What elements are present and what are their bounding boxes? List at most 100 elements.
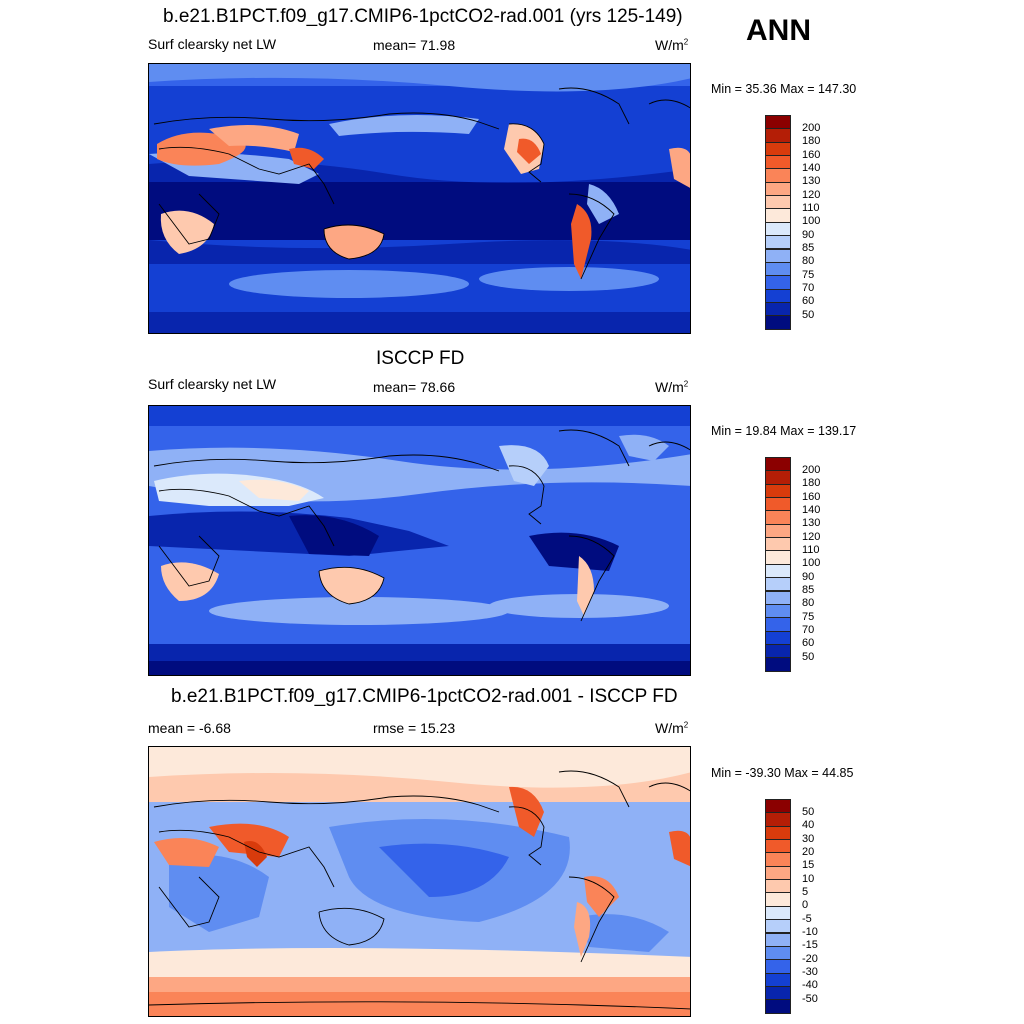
colorbar-3-swatch [765,799,791,814]
panel-3-minmax: Min = -39.30 Max = 44.85 [711,766,854,780]
colorbar-3-tick-label: -50 [802,992,818,1005]
colorbar-3-swatch [765,839,791,854]
colorbar-2-tick-label: 100 [802,557,821,570]
colorbar-2-tick-label: 60 [802,637,815,650]
colorbar-1-tick-label: 70 [802,282,815,295]
colorbar-2-swatch [765,617,791,632]
colorbar-3-swatch [765,865,791,881]
panel-2-units: W/m2 [655,379,689,395]
colorbar-2-swatch [765,643,791,659]
colorbar-3-tick-label: -30 [802,966,818,979]
colorbar-3-tick-label: 40 [802,819,815,832]
colorbar-2-tick-label: 200 [802,463,821,476]
colorbar-3-tick-label: -15 [802,939,818,952]
colorbar-2-tick-label: 80 [802,597,815,610]
colorbar-1-swatch [765,208,791,223]
colorbar-1-tick-label: 75 [802,268,815,281]
colorbar-3-swatch [765,985,791,1001]
colorbar-3-swatch [765,932,791,947]
colorbar-3-tick-label: 50 [802,805,815,818]
colorbar-3-tick-label: 30 [802,832,815,845]
colorbar-3-tick-label: 5 [802,885,809,898]
panel-1-variable-label: Surf clearsky net LW [148,36,277,52]
colorbar-1-tick-label: 120 [802,188,821,201]
colorbar-1-tick-label: 130 [802,175,821,188]
colorbar-3-swatch [765,892,791,907]
colorbar-1-tick-label: 110 [802,201,820,214]
colorbar-3-tick-label: 10 [802,872,815,885]
colorbar-1-swatch [765,155,791,170]
panel-3-units: W/m2 [655,720,689,736]
panel-2-mean-label: mean= 78.66 [373,379,456,395]
colorbar-2-tick-label: 85 [802,584,815,596]
colorbar-1-swatch [765,195,791,210]
colorbar-2-swatch [765,657,791,672]
colorbar-2-swatch [765,590,791,605]
colorbar-1-swatch [765,288,791,303]
colorbar-1-swatch [765,275,791,290]
colorbar-1-tick-label: 100 [802,215,821,228]
colorbar-3-tick-label: -5 [802,912,812,925]
colorbar-1-tick-label: 180 [802,135,821,148]
panel-2-minmax: Min = 19.84 Max = 139.17 [711,424,857,438]
panel-1-map [148,63,691,334]
colorbar-1-tick-label: 200 [802,121,821,134]
colorbar-2-swatch [765,563,791,579]
colorbar-1-swatch [765,141,791,157]
colorbar-3-swatch [765,919,791,934]
colorbar-2-swatch [765,510,791,525]
colorbar-2-swatch [765,483,791,499]
colorbar-2-swatch [765,457,791,472]
colorbar-3-tick-label: 15 [802,859,815,872]
colorbar-2-tick-label: 75 [802,610,815,623]
colorbar-3-tick-label: 0 [802,899,809,912]
colorbar-1-swatch [765,115,791,130]
colorbar-1-swatch [765,168,791,183]
colorbar-1-swatch [765,301,791,317]
colorbar-3-tick-label: 20 [802,845,815,858]
panel-3-mean-label: mean = -6.68 [148,720,231,736]
colorbar-2-tick-label: 160 [802,490,821,503]
colorbar-2-swatch [765,577,791,592]
colorbar-3-swatch [765,825,791,841]
colorbar-3-swatch [765,852,791,867]
colorbar-2-swatch [765,470,791,485]
panel-2-map [148,405,691,676]
colorbar-3-swatch [765,905,791,921]
colorbar-3-tick-label: -40 [802,979,818,992]
colorbar-1-tick-label: 85 [802,242,815,254]
colorbar-3-swatch [765,999,791,1014]
colorbar-2-tick-label: 90 [802,570,815,583]
colorbar-2-swatch [765,630,791,645]
panel-1-mean-label: mean= 71.98 [373,37,456,53]
panel-3-title: b.e21.B1PCT.f09_g17.CMIP6-1pctCO2-rad.00… [171,686,678,707]
colorbar-1-tick-label: 50 [802,308,815,321]
colorbar-1-tick-label: 140 [802,161,821,174]
colorbar-1-tick-label: 90 [802,228,815,241]
colorbar-2-tick-label: 130 [802,517,821,530]
colorbar-2-swatch [765,603,791,619]
colorbar-1-tick-label: 80 [802,255,815,268]
colorbar-1-tick-label: 60 [802,295,815,308]
colorbar-1-swatch [765,128,791,143]
panel-1-units: W/m2 [655,37,689,53]
panel-2-title: ISCCP FD [376,348,465,369]
colorbar-3-tick-label: -10 [802,926,818,938]
colorbar-1-swatch [765,248,791,263]
colorbar-2-swatch [765,550,791,565]
colorbar-3-swatch [765,972,791,987]
colorbar-1-swatch [765,315,791,330]
colorbar-3-tick-label: -20 [802,952,818,965]
colorbar-2-tick-label: 70 [802,624,815,637]
colorbar-3-swatch [765,959,791,974]
colorbar-2-swatch [765,497,791,512]
colorbar-3-swatch [765,945,791,961]
colorbar-1-tick-label: 160 [802,148,821,161]
colorbar-2-swatch [765,537,791,552]
panel-1-title: b.e21.B1PCT.f09_g17.CMIP6-1pctCO2-rad.00… [163,6,683,27]
colorbar-1-swatch [765,181,791,197]
colorbar-2-tick-label: 110 [802,543,820,556]
colorbar-2-tick-label: 180 [802,477,821,490]
colorbar-2-swatch [765,523,791,539]
panel-1-minmax: Min = 35.36 Max = 147.30 [711,82,857,96]
